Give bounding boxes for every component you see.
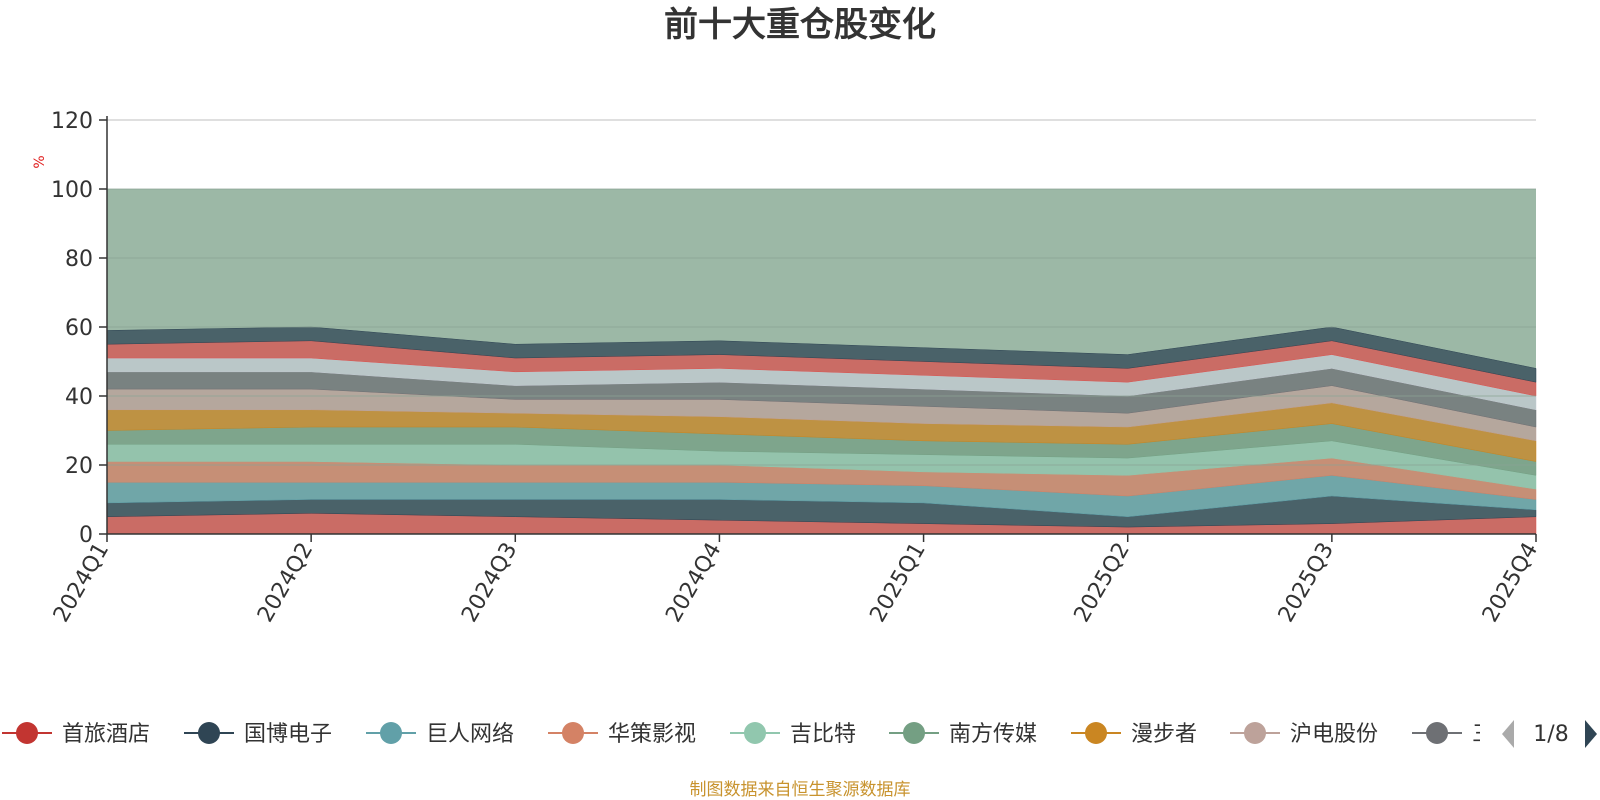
- legend-label: 吉比特: [790, 722, 856, 747]
- x-tick-label: 2024Q1: [49, 539, 114, 627]
- legend-marker: [198, 722, 220, 744]
- legend-item: 首旅酒店: [2, 722, 150, 747]
- x-tick-label: 2024Q2: [253, 539, 318, 627]
- legend-label: 漫步者: [1131, 722, 1197, 747]
- legend-marker: [1085, 722, 1107, 744]
- source-note: 制图数据来自恒生聚源数据库: [690, 780, 911, 800]
- legend-marker: [1244, 722, 1266, 744]
- legend-label: 沪电股份: [1290, 722, 1378, 747]
- y-tick-label: 20: [65, 454, 93, 479]
- x-tick-label: 2025Q1: [865, 539, 930, 627]
- legend-label: 巨人网络: [426, 722, 514, 747]
- y-tick-label: 60: [65, 316, 93, 341]
- legend-label: 华策影视: [608, 722, 696, 747]
- legend-item: 沪电股份: [1230, 722, 1378, 747]
- legend-marker: [16, 722, 38, 744]
- chart-title: 前十大重仓股变化: [664, 5, 936, 45]
- legend-label: 国博电子: [244, 722, 332, 747]
- x-tick-label: 2024Q3: [457, 539, 522, 627]
- legend-page-indicator: 1/8: [1533, 722, 1568, 747]
- legend: 首旅酒店国博电子巨人网络华策影视吉比特南方传媒漫步者沪电股份三七互1/8: [2, 713, 1600, 753]
- y-axis-unit: %: [32, 155, 48, 168]
- x-tick-label: 2025Q4: [1478, 539, 1543, 627]
- area-series-12: [106, 326, 1537, 383]
- x-tick-label: 2024Q4: [661, 539, 726, 627]
- legend-item: 国博电子: [184, 722, 332, 747]
- legend-prev-page-icon[interactable]: [1502, 720, 1514, 748]
- y-tick-label: 0: [79, 523, 93, 548]
- legend-marker: [562, 722, 584, 744]
- legend-marker: [903, 722, 925, 744]
- y-tick-label: 40: [65, 385, 93, 410]
- legend-marker: [1426, 722, 1448, 744]
- y-tick-label: 100: [51, 178, 93, 203]
- legend-item: 漫步者: [1071, 722, 1197, 747]
- legend-label: 首旅酒店: [62, 722, 150, 747]
- legend-item: 巨人网络: [366, 722, 514, 747]
- legend-marker: [744, 722, 766, 744]
- plot-area: [106, 189, 1537, 535]
- legend-next-page-icon[interactable]: [1585, 720, 1597, 748]
- x-tick-label: 2025Q3: [1274, 539, 1339, 627]
- y-tick-label: 120: [51, 109, 93, 134]
- legend-item: 华策影视: [548, 722, 696, 747]
- x-tick-label: 2025Q2: [1070, 539, 1135, 627]
- legend-label: 南方传媒: [949, 722, 1037, 747]
- legend-item: 南方传媒: [889, 722, 1037, 747]
- legend-marker: [380, 722, 402, 744]
- y-tick-label: 80: [65, 247, 93, 272]
- legend-mask: [1480, 713, 1600, 753]
- legend-item: 吉比特: [730, 722, 856, 747]
